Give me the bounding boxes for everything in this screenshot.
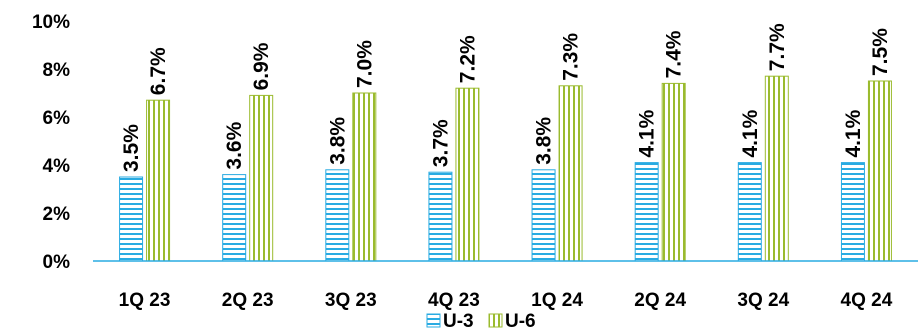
data-label-u-3-7: 4.1% (739, 109, 762, 157)
bar-u-6-7 (764, 75, 789, 262)
data-label-u-3-8: 4.1% (842, 109, 865, 157)
bar-u-6-5 (558, 85, 583, 262)
x-category-label: 2Q 24 (634, 290, 686, 311)
y-axis: 0% 2% 4% 6% 8% 10% (32, 12, 70, 273)
legend: U-3 U-6 (426, 311, 536, 332)
bar-u-6-6 (661, 82, 686, 262)
legend-label-u-6: U-6 (505, 311, 536, 332)
bar-u-3-8 (840, 162, 865, 262)
data-label-u-6-3: 7.0% (353, 40, 376, 88)
x-category-label: 3Q 24 (737, 290, 789, 311)
data-label-u-6-8: 7.5% (869, 28, 892, 76)
x-category-label: 2Q 23 (222, 290, 274, 311)
x-category-label: 1Q 23 (119, 290, 171, 311)
y-tick-label: 4% (43, 156, 71, 177)
data-label-u-6-1: 6.7% (147, 47, 170, 95)
data-label-u-6-2: 6.9% (250, 42, 273, 90)
y-tick-label: 10% (32, 12, 70, 33)
legend-label-u-3: U-3 (443, 311, 474, 332)
legend-swatch-u-3 (426, 313, 441, 328)
x-category-label: 1Q 24 (531, 290, 583, 311)
bar-u-3-7 (737, 162, 762, 262)
bar-u-3-5 (531, 169, 556, 262)
bar-u-3-6 (634, 162, 659, 262)
data-label-u-6-6: 7.4% (663, 30, 686, 78)
data-label-u-6-5: 7.3% (560, 33, 583, 81)
x-category-label: 4Q 23 (428, 290, 480, 311)
bars (119, 75, 892, 262)
bar-u-3-2 (222, 174, 247, 262)
data-labels: 3.5% 6.7% 3.6% 6.9% 3.8% 7.0% 3.7% 7.2% 3.8% 7.3%… (120, 23, 892, 172)
y-tick-label: 0% (43, 252, 71, 273)
data-label-u-3-2: 3.6% (223, 121, 246, 169)
legend-swatch-u-6 (488, 313, 503, 328)
data-label-u-3-4: 3.7% (429, 119, 452, 167)
data-label-u-3-5: 3.8% (533, 117, 556, 165)
x-category-label: 3Q 23 (325, 290, 377, 311)
x-axis: 1Q 23 2Q 23 3Q 23 4Q 23 1Q 24 2Q 24 3Q 24 4Q 24 (119, 290, 893, 311)
x-category-label: 4Q 24 (841, 290, 893, 311)
bar-u-6-3 (352, 92, 377, 262)
data-label-u-3-6: 4.1% (636, 109, 659, 157)
y-tick-label: 2% (43, 204, 71, 225)
data-label-u-3-1: 3.5% (120, 124, 143, 172)
y-tick-label: 8% (43, 60, 71, 81)
data-label-u-3-3: 3.8% (326, 117, 349, 165)
bar-u-6-8 (867, 80, 892, 262)
y-tick-label: 6% (43, 108, 71, 129)
bar-u-6-4 (455, 87, 480, 262)
data-label-u-6-7: 7.7% (766, 23, 789, 71)
bar-u-6-2 (249, 94, 274, 262)
bar-u-3-1 (119, 176, 144, 262)
bar-u-3-3 (325, 169, 350, 262)
data-label-u-6-4: 7.2% (456, 35, 479, 83)
bar-u-6-1 (146, 99, 171, 262)
bar-u-3-4 (428, 171, 453, 262)
